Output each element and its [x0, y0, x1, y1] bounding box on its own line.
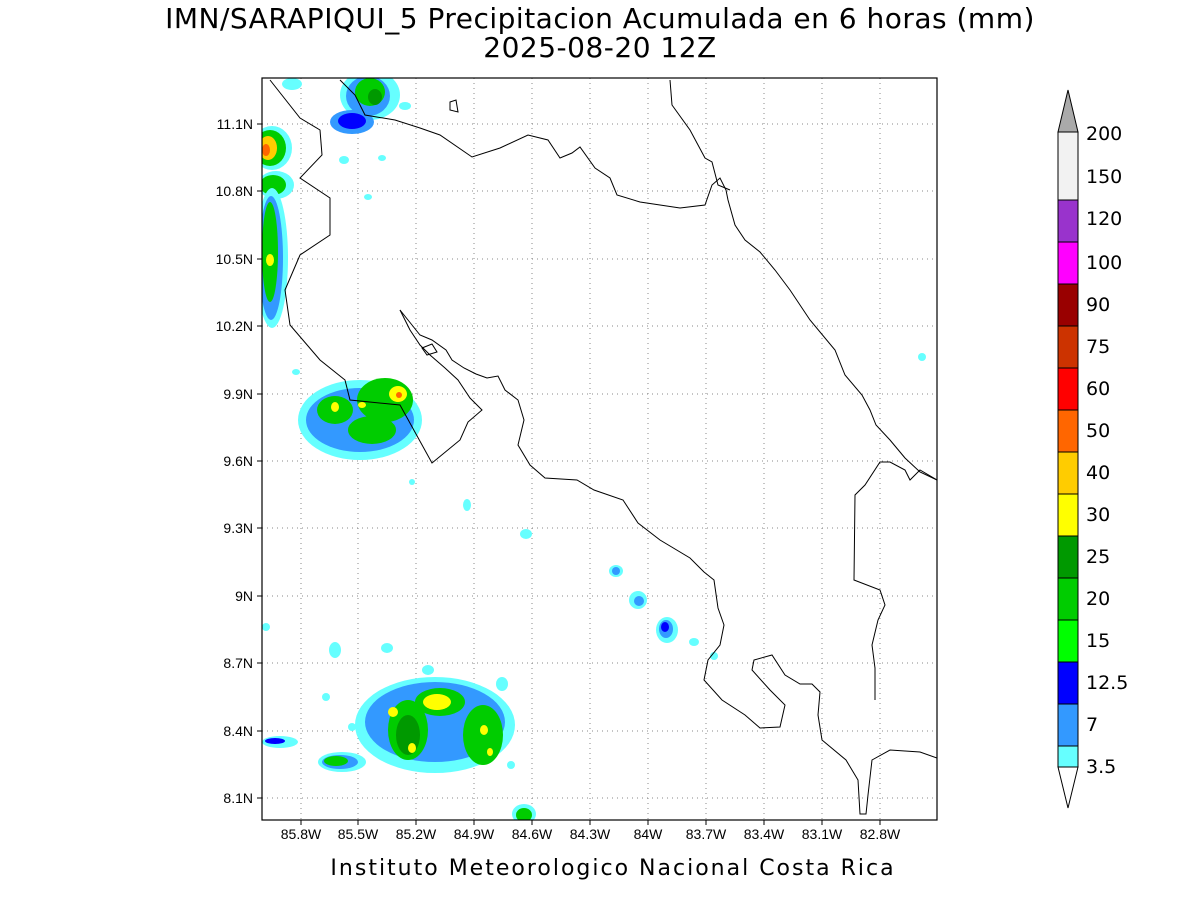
precip-cluster-northwest — [282, 78, 411, 200]
x-tick-label: 85.5W — [337, 826, 379, 842]
y-tick-label: 10.5N — [215, 251, 253, 267]
y-tick-label: 9.3N — [223, 520, 253, 536]
coastlines — [269, 79, 937, 815]
x-tick-label: 83.7W — [685, 826, 727, 842]
y-tick-label: 9.9N — [223, 386, 253, 402]
x-tick-label: 84.6W — [511, 826, 553, 842]
colorbar-label: 150 — [1086, 166, 1123, 188]
y-tick-label: 9.6N — [223, 453, 253, 469]
colorbar-label: 3.5 — [1086, 756, 1117, 778]
axis-ticks — [257, 123, 881, 825]
colorbar-label: 7 — [1086, 714, 1099, 736]
y-tick-label: 11.1N — [216, 116, 253, 132]
colorbar-label: 40 — [1086, 462, 1111, 484]
x-tick-label: 85.2W — [395, 826, 437, 842]
precip-cells-central — [262, 353, 926, 660]
y-tick-label: 8.7N — [223, 655, 253, 671]
x-tick-label: 84.3W — [569, 826, 611, 842]
map-title: IMN/SARAPIQUI_5 Precipitacion Acumulada … — [165, 2, 1035, 35]
x-tick-label: 83.1W — [801, 826, 843, 842]
y-tick-label: 9N — [235, 588, 253, 604]
colorbar-label: 100 — [1086, 252, 1123, 274]
precip-fields — [262, 78, 937, 820]
colorbar-cap-low — [1057, 766, 1079, 809]
credit-footer: Instituto Meteorologico Nacional Costa R… — [330, 856, 896, 881]
colorbar — [1057, 89, 1079, 809]
x-tick-label: 83.4W — [743, 826, 785, 842]
x-tick-label: 82.8W — [859, 826, 901, 842]
colorbar-label: 75 — [1086, 336, 1111, 358]
y-tick-label: 8.4N — [223, 723, 253, 739]
colorbar-label: 25 — [1086, 546, 1111, 568]
colorbar-label: 120 — [1086, 208, 1123, 230]
precip-cluster-south — [262, 642, 536, 820]
y-tick-label: 8.1N — [223, 790, 253, 806]
y-tick-label: 10.2N — [215, 318, 253, 334]
colorbar-label: 20 — [1086, 588, 1111, 610]
precip-cluster-west-edge — [262, 126, 294, 328]
x-tick-label: 84.9W — [453, 826, 495, 842]
x-tick-label: 84W — [633, 826, 663, 842]
colorbar-label: 60 — [1086, 378, 1111, 400]
colorbar-label: 90 — [1086, 294, 1111, 316]
colorbar-label: 200 — [1086, 123, 1123, 145]
colorbar-label: 50 — [1086, 420, 1111, 442]
colorbar-cap-high — [1057, 89, 1079, 133]
colorbar-label: 12.5 — [1086, 672, 1129, 694]
precip-cluster-nicoya — [292, 369, 422, 485]
plot-frame — [261, 77, 938, 821]
x-tick-label: 85.8W — [280, 826, 322, 842]
y-tick-label: 10.8N — [215, 183, 253, 199]
colorbar-label: 30 — [1086, 504, 1111, 526]
map-date: 2025-08-20 12Z — [483, 31, 717, 64]
colorbar-label: 15 — [1086, 630, 1111, 652]
